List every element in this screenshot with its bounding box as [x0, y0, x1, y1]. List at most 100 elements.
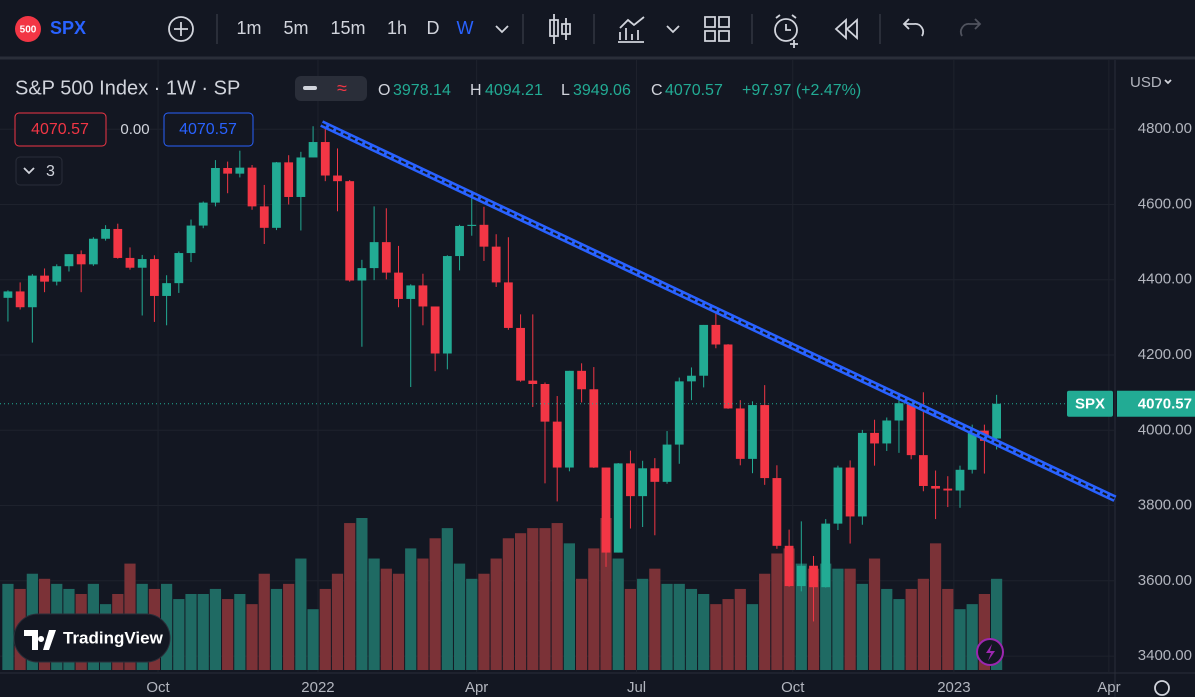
candle-body: [381, 242, 391, 273]
candle-body: [27, 275, 37, 308]
volume-bar: [612, 558, 624, 670]
interval-menu[interactable]: [495, 25, 509, 34]
y-tick-label: 4200.00: [1138, 346, 1192, 363]
lightning-icon: [986, 644, 995, 661]
candle-body: [259, 206, 269, 228]
volume-bar: [637, 578, 649, 670]
x-tick-label: Oct: [146, 679, 170, 696]
currency-menu: [1164, 79, 1172, 85]
interval[interactable]: 1m: [236, 18, 261, 38]
interval[interactable]: D: [427, 18, 440, 38]
candle-body: [64, 254, 74, 267]
logo-pill[interactable]: [13, 613, 171, 663]
x-tick-label: Oct: [781, 679, 805, 696]
y-tick-label: 4000.00: [1138, 421, 1192, 438]
volume-bar: [978, 594, 991, 670]
candle-body: [528, 380, 538, 384]
indicator-count: 3: [46, 163, 55, 180]
close-value: 4070.57: [665, 82, 723, 99]
toggle-icon: ≈: [337, 78, 347, 98]
volume-bar: [502, 538, 514, 670]
price-label-bg: [1117, 390, 1195, 417]
settings[interactable]: [1154, 680, 1170, 696]
symbol-badge[interactable]: [15, 16, 41, 42]
volume-bar: [820, 563, 832, 670]
candle-body: [150, 259, 159, 296]
candle-body: [552, 421, 562, 468]
chart-title: S&P 500 Index · 1W · SP: [15, 77, 240, 99]
candle-body: [137, 259, 147, 268]
volume-bar: [954, 609, 966, 670]
candle-body: [565, 370, 574, 468]
candle-body: [674, 381, 684, 445]
price-label: 4070.57: [1138, 396, 1192, 413]
volume-bar: [576, 578, 588, 670]
volume-bar: [319, 588, 331, 670]
symbol[interactable]: SPX: [50, 18, 86, 38]
candle-body: [833, 467, 843, 524]
logo-mark: [24, 630, 56, 650]
alert-icon: [775, 14, 798, 48]
candle-body: [174, 253, 184, 284]
chart-type[interactable]: [549, 14, 571, 44]
interval[interactable]: W: [457, 18, 474, 38]
candle-body: [577, 370, 587, 390]
volume-bar: [185, 594, 197, 670]
layouts[interactable]: [704, 16, 730, 42]
candle-body: [3, 291, 13, 298]
undo[interactable]: [902, 18, 925, 37]
volume-bar: [856, 583, 868, 670]
candle-body: [870, 432, 879, 444]
volume-bar: [710, 604, 722, 670]
candle-body: [601, 467, 611, 553]
indicators[interactable]: [618, 16, 645, 43]
alert[interactable]: [774, 18, 798, 42]
interval[interactable]: 1h: [387, 18, 407, 38]
volume-bar: [441, 528, 453, 670]
x-tick-label: Apr: [1097, 679, 1120, 696]
candle-body: [882, 420, 892, 444]
change: +97.97 (+2.47%): [742, 82, 861, 99]
candle-body: [357, 268, 367, 281]
indicators-toggle[interactable]: [15, 156, 63, 186]
indicators-menu[interactable]: [666, 25, 680, 34]
candle-body: [308, 142, 318, 158]
buy-box[interactable]: [163, 112, 254, 147]
candle-body: [967, 430, 977, 470]
candle-body: [333, 175, 342, 182]
interval[interactable]: 15m: [330, 18, 365, 38]
volume-bar: [380, 568, 392, 670]
x-tick-label: 2022: [301, 679, 334, 696]
candle-body: [772, 478, 782, 546]
plus-icon: [174, 22, 188, 36]
candle-body: [211, 167, 220, 203]
volume-bar: [746, 604, 759, 670]
sell-box[interactable]: [14, 112, 107, 147]
candle-body: [272, 162, 281, 228]
low-value: 3949.06: [573, 82, 631, 99]
replay[interactable]: [834, 17, 858, 41]
add-symbol[interactable]: [168, 16, 194, 42]
volume-bar: [453, 563, 466, 670]
volume-bar: [771, 553, 783, 670]
currency[interactable]: USD: [1130, 74, 1162, 91]
volume-bar: [344, 523, 356, 670]
volume-bar: [466, 578, 478, 670]
redo[interactable]: [959, 18, 982, 37]
candle-body: [491, 246, 501, 283]
candle-body: [699, 324, 709, 376]
candle-body: [467, 224, 477, 226]
volume-bar: [331, 573, 344, 670]
volume-bar: [698, 594, 710, 670]
interval[interactable]: 5m: [283, 18, 308, 38]
chevron: [23, 167, 35, 175]
volume-bar: [368, 558, 380, 670]
spread: 0.00: [120, 121, 149, 138]
volume-bar: [673, 583, 685, 670]
candle-body: [296, 157, 306, 197]
volume-bar: [722, 599, 734, 670]
candle-body: [284, 162, 294, 197]
legend-toggle[interactable]: [295, 76, 367, 101]
candle-body: [198, 202, 208, 226]
high-label: H: [470, 82, 482, 99]
